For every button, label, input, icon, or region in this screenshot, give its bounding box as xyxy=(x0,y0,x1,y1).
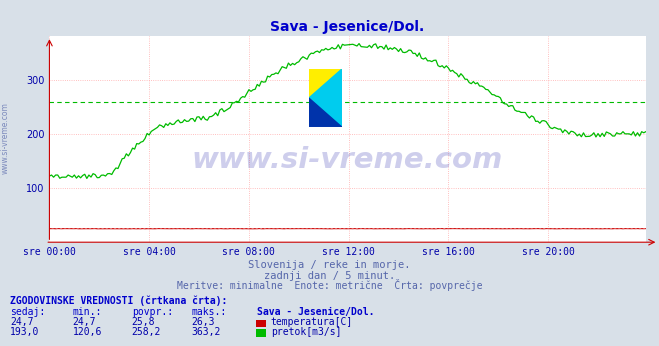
Text: 258,2: 258,2 xyxy=(132,327,161,337)
Text: sedaj:: sedaj: xyxy=(10,307,45,317)
Polygon shape xyxy=(309,69,341,98)
Text: maks.:: maks.: xyxy=(191,307,226,317)
Text: 363,2: 363,2 xyxy=(191,327,221,337)
Text: 25,8: 25,8 xyxy=(132,317,156,327)
Text: 193,0: 193,0 xyxy=(10,327,40,337)
Text: 26,3: 26,3 xyxy=(191,317,215,327)
Text: min.:: min.: xyxy=(72,307,102,317)
Title: Sava - Jesenice/Dol.: Sava - Jesenice/Dol. xyxy=(270,20,425,34)
Text: 120,6: 120,6 xyxy=(72,327,102,337)
Text: pretok[m3/s]: pretok[m3/s] xyxy=(271,327,341,337)
Polygon shape xyxy=(309,69,341,127)
Text: Sava - Jesenice/Dol.: Sava - Jesenice/Dol. xyxy=(257,307,374,317)
Text: 24,7: 24,7 xyxy=(10,317,34,327)
Text: Slovenija / reke in morje.: Slovenija / reke in morje. xyxy=(248,260,411,270)
Text: ZGODOVINSKE VREDNOSTI (črtkana črta):: ZGODOVINSKE VREDNOSTI (črtkana črta): xyxy=(10,296,227,307)
Text: zadnji dan / 5 minut.: zadnji dan / 5 minut. xyxy=(264,271,395,281)
Text: 24,7: 24,7 xyxy=(72,317,96,327)
Text: temperatura[C]: temperatura[C] xyxy=(271,317,353,327)
Text: www.si-vreme.com: www.si-vreme.com xyxy=(192,146,503,174)
Polygon shape xyxy=(309,98,341,127)
Text: www.si-vreme.com: www.si-vreme.com xyxy=(1,102,10,174)
Text: povpr.:: povpr.: xyxy=(132,307,173,317)
Text: Meritve: minimalne  Enote: metrične  Črta: povprečje: Meritve: minimalne Enote: metrične Črta:… xyxy=(177,279,482,291)
